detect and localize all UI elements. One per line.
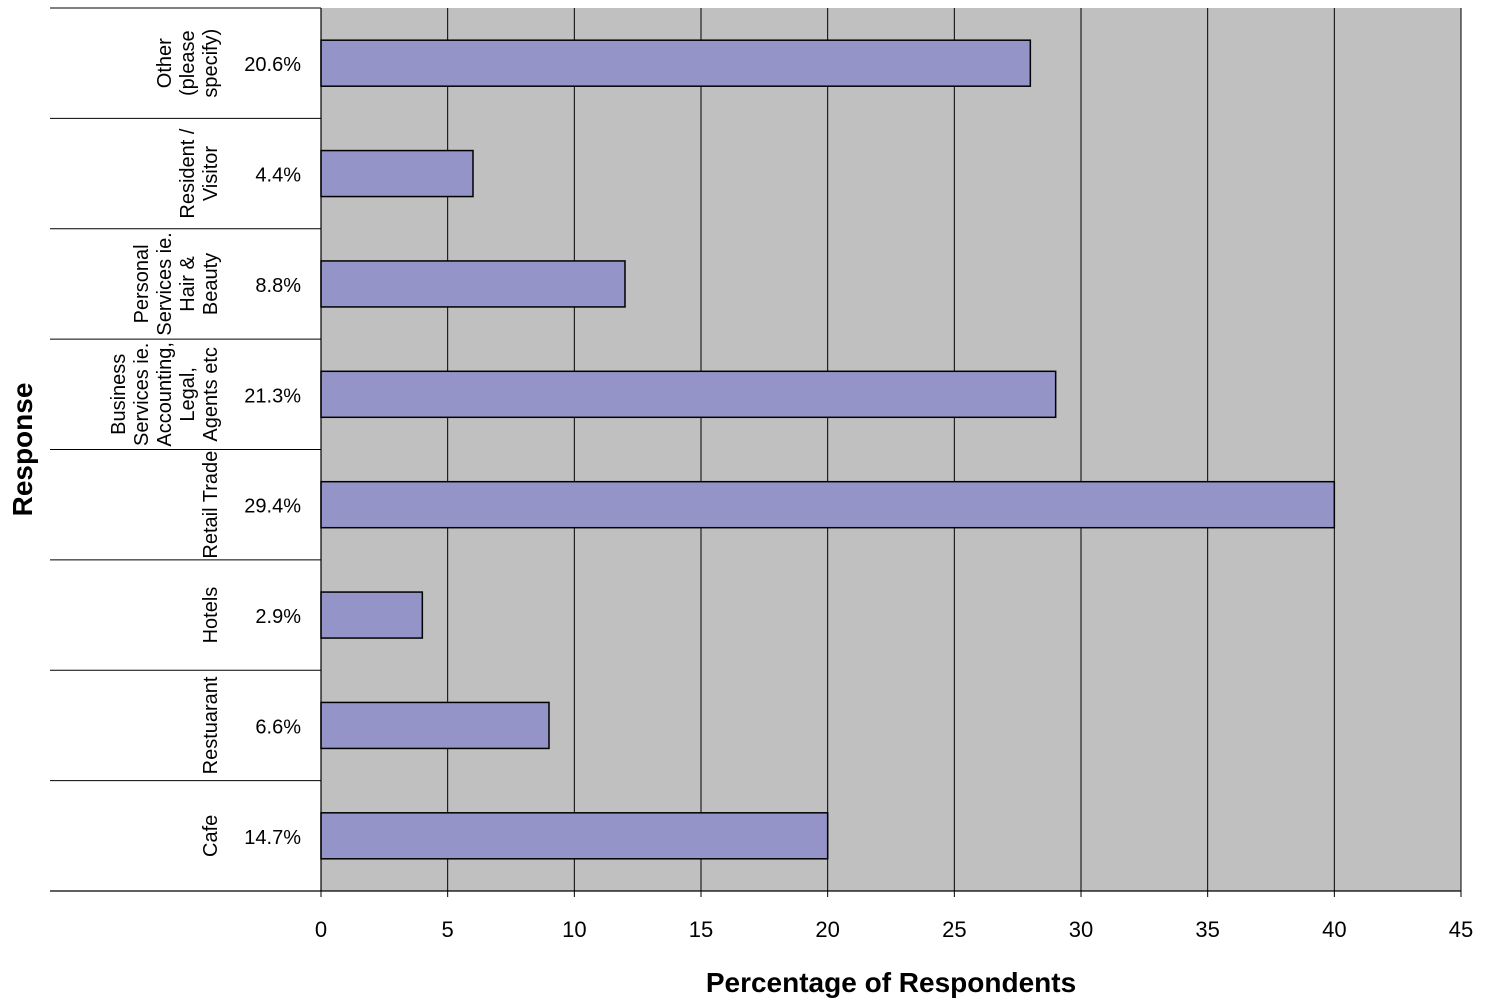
x-axis-title: Percentage of Respondents: [706, 967, 1076, 998]
category-name-line: Legal,: [177, 367, 199, 422]
category-name-line: Retail Trade: [200, 451, 222, 559]
category-name-line: Restuarant: [200, 676, 222, 774]
bar: [320, 480, 1336, 529]
category-name-line: Resident /: [177, 128, 199, 218]
category-name: Business Services ie. Accounting, Legal, Age…: [108, 342, 222, 447]
percent-label: 21.3%: [244, 385, 301, 407]
category-name-line: Visitor: [200, 146, 222, 202]
category-name-line: Other: [154, 38, 176, 88]
x-tick-label: 10: [562, 917, 586, 942]
plot-area: [321, 8, 1461, 891]
category-name: Restuarant: [200, 676, 222, 774]
percent-label: 2.9%: [255, 606, 301, 628]
x-tick-label: 40: [1322, 917, 1346, 942]
bar: [320, 591, 424, 639]
percent-label: 20.6%: [244, 54, 301, 76]
percent-label: 4.4%: [255, 165, 301, 187]
x-tick-label: 35: [1195, 917, 1219, 942]
category-name-line: Personal: [131, 244, 153, 323]
x-tick-label: 0: [315, 917, 327, 942]
bar: [320, 260, 626, 308]
bar: [320, 701, 550, 750]
category-name-line: Hair &: [177, 256, 199, 312]
x-tick-label: 25: [942, 917, 966, 942]
category-name-line: Business: [108, 354, 130, 435]
x-tick-label: 45: [1449, 917, 1473, 942]
category-labels: 20.6% Other (please specify) 4.4% Resident / V…: [50, 7, 321, 892]
category-name: Hotels: [200, 587, 222, 644]
category-name-line: Cafe: [200, 815, 222, 857]
percent-label: 6.6%: [255, 716, 301, 738]
category-name-line: specify): [200, 29, 222, 98]
x-tick-label: 5: [442, 917, 454, 942]
percent-label: 14.7%: [244, 827, 301, 849]
bar: [320, 370, 1057, 419]
category-name-line: Hotels: [200, 587, 222, 644]
category-name-line: Services ie.: [131, 343, 153, 446]
x-tick-label: 30: [1069, 917, 1093, 942]
category-name: Personal Services ie. Hair & Beauty: [131, 232, 222, 335]
category-name-line: Beauty: [200, 253, 222, 315]
bars: [320, 39, 1336, 860]
category-name-line: (please: [177, 30, 199, 96]
category-name: Retail Trade: [200, 451, 222, 559]
y-axis-title: Response: [7, 383, 38, 517]
percent-label: 29.4%: [244, 496, 301, 518]
bar: [320, 39, 1032, 87]
category-name-line: Services ie.: [154, 232, 176, 335]
category-name-line: Accounting,: [154, 342, 176, 447]
gridlines: [447, 8, 1462, 891]
x-tick-label: 15: [689, 917, 713, 942]
category-name: Resident / Visitor: [177, 128, 222, 218]
category-name: Other (please specify): [154, 29, 222, 98]
category-name: Cafe: [200, 815, 222, 857]
category-name-line: Agents etc: [200, 347, 222, 442]
x-tick-label: 20: [815, 917, 839, 942]
bar: [320, 812, 829, 860]
bar: [320, 149, 474, 198]
percent-label: 8.8%: [255, 275, 301, 297]
